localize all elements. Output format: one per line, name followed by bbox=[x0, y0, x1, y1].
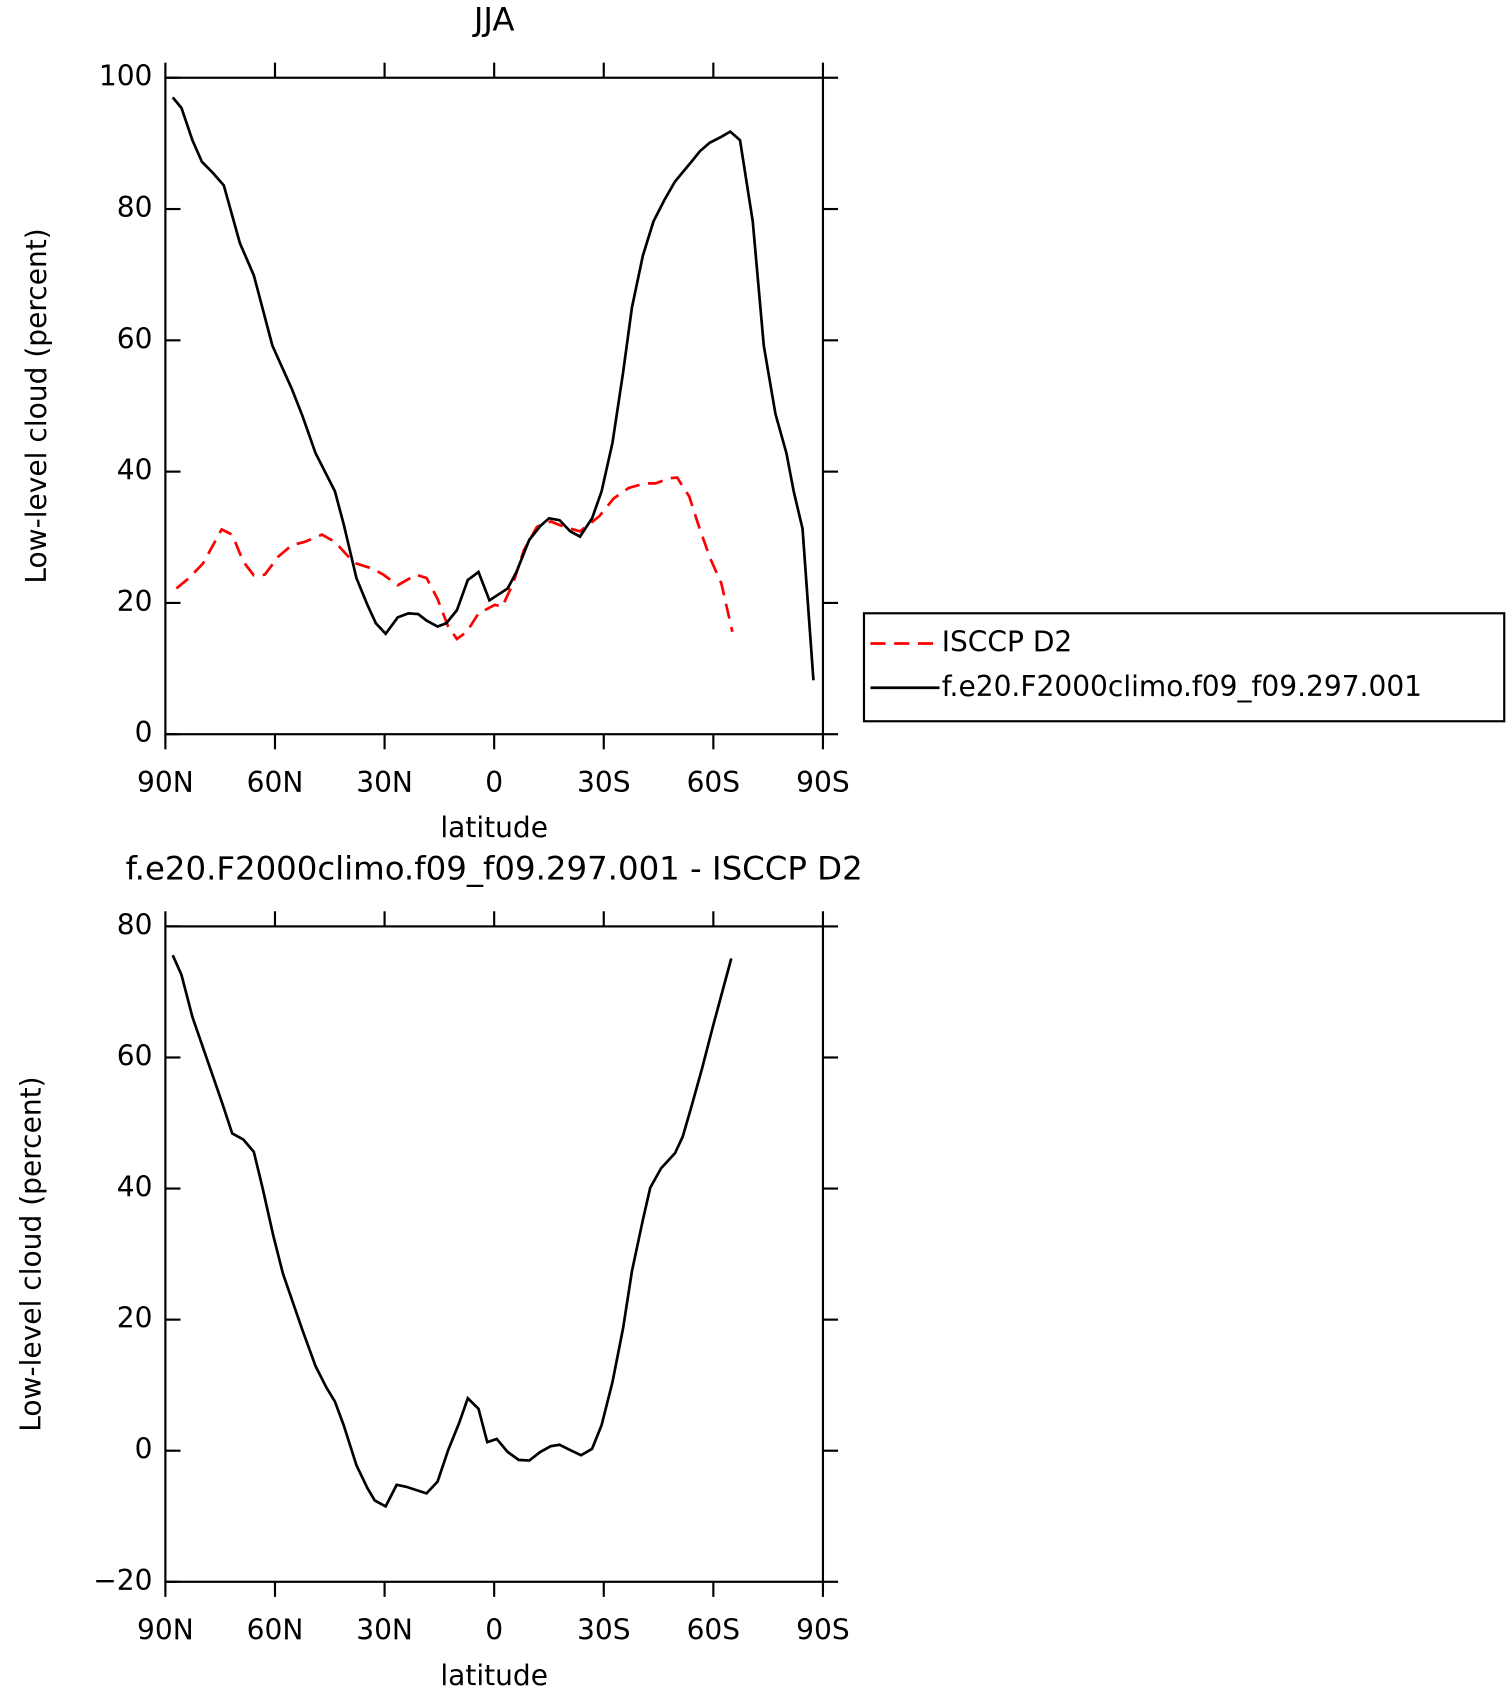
series-line bbox=[171, 96, 815, 681]
y-tick-label: 100 bbox=[99, 60, 153, 93]
plot-frame bbox=[164, 76, 825, 736]
chart-title: JJA bbox=[472, 1, 515, 39]
legend-label: ISCCP D2 bbox=[942, 626, 1073, 659]
y-tick-label: 40 bbox=[117, 1171, 153, 1204]
y-tick-label: 40 bbox=[117, 454, 153, 487]
x-tick-label: 60S bbox=[687, 1613, 741, 1646]
y-tick-label: 0 bbox=[135, 1433, 153, 1466]
x-tick-label: 0 bbox=[485, 766, 503, 799]
y-tick-label: 80 bbox=[117, 908, 153, 941]
x-axis-label: latitude bbox=[440, 1659, 548, 1692]
legend-label: f.e20.F2000climo.f09_f09.297.001 bbox=[942, 670, 1422, 703]
y-axis-label: Low-level cloud (percent) bbox=[20, 228, 53, 583]
y-tick-label: 80 bbox=[117, 191, 153, 224]
y-axis-label: Low-level cloud (percent) bbox=[15, 1076, 48, 1431]
legend-box bbox=[862, 612, 1506, 723]
x-tick-label: 90N bbox=[137, 766, 194, 799]
series-line bbox=[171, 954, 733, 1509]
y-tick-label: 60 bbox=[117, 322, 153, 355]
x-tick-label: 30S bbox=[577, 1613, 631, 1646]
x-tick-label: 90S bbox=[796, 1613, 850, 1646]
y-tick-label: 20 bbox=[117, 585, 153, 618]
x-tick-label: 30N bbox=[356, 1613, 413, 1646]
x-tick-label: 0 bbox=[485, 1613, 503, 1646]
x-tick-label: 90S bbox=[796, 766, 850, 799]
x-tick-label: 60S bbox=[687, 766, 741, 799]
x-tick-label: 30S bbox=[577, 766, 631, 799]
y-tick-label: 0 bbox=[135, 716, 153, 749]
y-tick-label: 60 bbox=[117, 1039, 153, 1072]
x-tick-label: 30N bbox=[356, 766, 413, 799]
plot-frame bbox=[164, 925, 825, 1583]
y-tick-label: −20 bbox=[93, 1564, 152, 1597]
chart-title: f.e20.F2000climo.f09_f09.297.001 - ISCCP… bbox=[126, 849, 863, 887]
y-tick-label: 20 bbox=[117, 1302, 153, 1335]
series-line bbox=[175, 476, 734, 641]
x-tick-label: 60N bbox=[247, 1613, 304, 1646]
x-axis-label: latitude bbox=[440, 811, 548, 844]
x-tick-label: 90N bbox=[137, 1613, 194, 1646]
x-tick-label: 60N bbox=[247, 766, 304, 799]
